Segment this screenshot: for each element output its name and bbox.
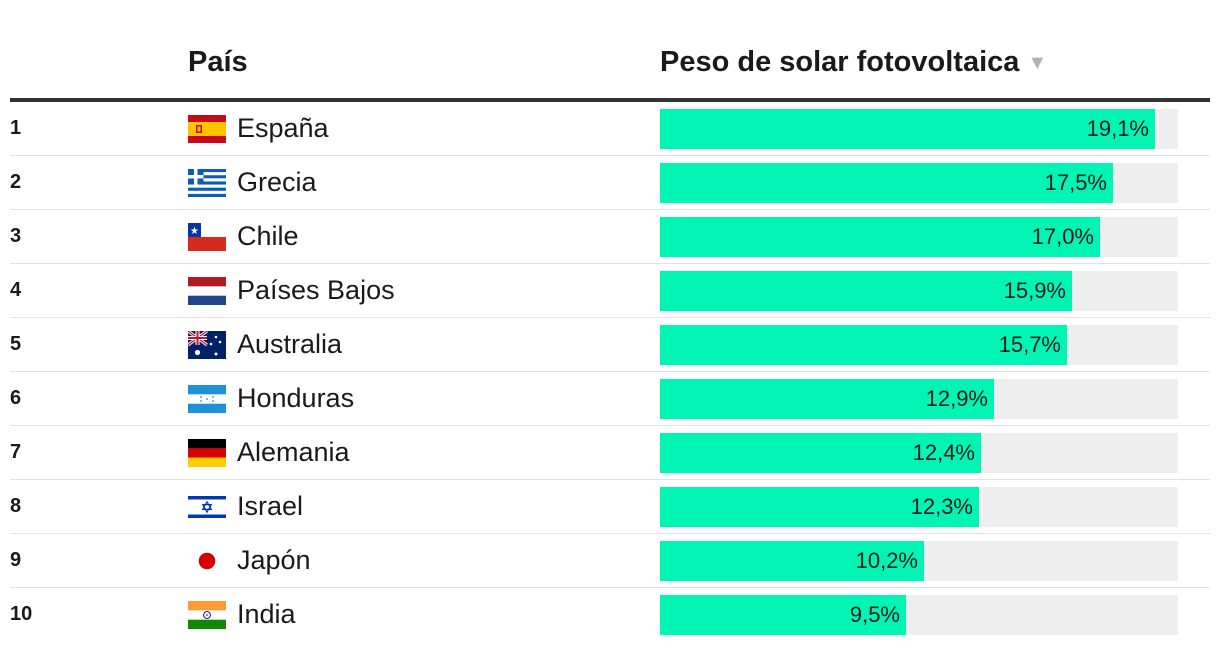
bar: 10,2% [660, 541, 924, 581]
netherlands-flag-icon [188, 277, 226, 305]
rank-number: 4 [10, 279, 22, 301]
table-row: 10 India 9,5% [10, 588, 1210, 641]
honduras-flag-icon [188, 385, 226, 413]
rank-number: 1 [10, 117, 22, 139]
bar-track: 17,5% [660, 163, 1178, 203]
country-name: India [237, 599, 296, 629]
value-column-header[interactable]: Peso de solar fotovoltaica ▼ [660, 46, 1047, 79]
table-body: 1 España 19,1% 2 Grecia 17,5% 3 ★ Chile 17,0% 4 Paí… [10, 102, 1210, 641]
table-row: 9 Japón 10,2% [10, 534, 1210, 588]
bar-track: 12,4% [660, 433, 1178, 473]
bar: 19,1% [660, 109, 1155, 149]
bar-value-label: 12,9% [925, 386, 988, 411]
bar: 15,7% [660, 325, 1067, 365]
rank-number: 3 [10, 225, 22, 247]
sort-descending-icon[interactable]: ▼ [1027, 52, 1048, 74]
rank-number: 2 [10, 171, 22, 193]
bar: 9,5% [660, 595, 906, 635]
spain-flag-icon [188, 115, 226, 143]
bar-track: 17,0% [660, 217, 1178, 257]
country-name: España [237, 113, 329, 143]
bar-value-label: 17,0% [1031, 224, 1094, 249]
bar-track: 12,3% [660, 487, 1178, 527]
bar-track: 15,9% [660, 271, 1178, 311]
bar-value-label: 15,7% [998, 332, 1061, 357]
rank-number: 5 [10, 333, 22, 355]
bar: 12,4% [660, 433, 981, 473]
bar-track: 12,9% [660, 379, 1178, 419]
country-name: Grecia [237, 167, 317, 197]
israel-flag-icon [188, 493, 226, 521]
bar-value-label: 15,9% [1003, 278, 1066, 303]
chile-flag-icon: ★ [188, 223, 226, 251]
bar-value-label: 9,5% [849, 602, 900, 627]
bar-value-label: 12,4% [912, 440, 975, 465]
india-flag-icon [188, 601, 226, 629]
bar: 17,0% [660, 217, 1100, 257]
rank-number: 7 [10, 441, 22, 463]
bar: 17,5% [660, 163, 1113, 203]
bar-track: 15,7% [660, 325, 1178, 365]
table-row: 7 Alemania 12,4% [10, 426, 1210, 480]
country-name: Alemania [237, 437, 350, 467]
value-column-header-label: Peso de solar fotovoltaica [660, 46, 1020, 78]
table-row: 3 ★ Chile 17,0% [10, 210, 1210, 264]
table-row: 1 España 19,1% [10, 102, 1210, 156]
ranking-table: País Peso de solar fotovoltaica ▼ 1 España… [10, 0, 1210, 641]
country-name: Honduras [237, 383, 355, 413]
bar: 12,9% [660, 379, 994, 419]
australia-flag-icon [188, 331, 226, 359]
bar-value-label: 17,5% [1044, 170, 1107, 195]
country-name: Chile [237, 221, 299, 251]
bar: 15,9% [660, 271, 1072, 311]
table-row: 4 Países Bajos 15,9% [10, 264, 1210, 318]
bar: 12,3% [660, 487, 979, 527]
rank-number: 8 [10, 495, 22, 517]
bar-value-label: 12,3% [910, 494, 973, 519]
table-header: País Peso de solar fotovoltaica ▼ [10, 0, 1210, 102]
rank-number: 9 [10, 549, 22, 571]
table-row: 6 Honduras 12,9% [10, 372, 1210, 426]
country-name: Israel [237, 491, 304, 521]
germany-flag-icon [188, 439, 226, 467]
rank-number: 10 [10, 603, 33, 625]
japan-flag-icon [188, 547, 226, 575]
bar-track: 10,2% [660, 541, 1178, 581]
rank-number: 6 [10, 387, 22, 409]
table-row: 2 Grecia 17,5% [10, 156, 1210, 210]
country-name: Países Bajos [237, 275, 395, 305]
country-name: Australia [237, 329, 343, 359]
country-column-header[interactable]: País [188, 46, 248, 78]
table-row: 8 Israel 12,3% [10, 480, 1210, 534]
greece-flag-icon [188, 169, 226, 197]
table-row: 5 Australia 15,7% [10, 318, 1210, 372]
bar-track: 19,1% [660, 109, 1178, 149]
country-name: Japón [237, 545, 311, 575]
bar-track: 9,5% [660, 595, 1178, 635]
bar-value-label: 10,2% [855, 548, 918, 573]
svg-text:★: ★ [190, 226, 199, 237]
bar-value-label: 19,1% [1086, 116, 1149, 141]
